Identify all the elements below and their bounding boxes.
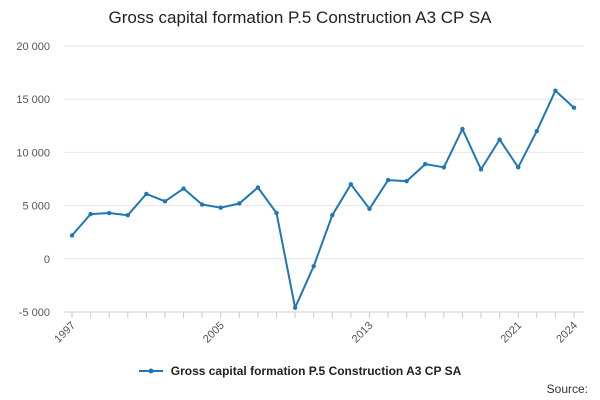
data-point [404, 178, 409, 184]
series-layer [69, 88, 577, 310]
y-tick-label: 5 000 [22, 201, 50, 213]
data-point [385, 177, 391, 183]
data-point [311, 264, 316, 269]
data-point [181, 186, 186, 191]
data-point [497, 137, 502, 142]
data-point [88, 211, 93, 217]
y-tick-label: -5 000 [19, 307, 50, 319]
data-point [441, 165, 447, 170]
x-tick-label: 2021 [499, 320, 525, 346]
data-point [534, 128, 540, 134]
data-point [255, 185, 261, 190]
legend[interactable]: Gross capital formation P.5 Construction… [0, 364, 600, 378]
data-point [553, 88, 558, 93]
data-point [199, 202, 205, 207]
data-point [218, 205, 223, 210]
data-point [274, 210, 279, 216]
y-tick-label: 20 000 [16, 41, 50, 53]
x-tick-label: 2024 [554, 320, 580, 346]
data-point [460, 126, 465, 132]
data-point [106, 210, 112, 216]
data-point [144, 191, 149, 197]
data-point [516, 165, 521, 170]
series-line [71, 89, 575, 309]
chart-title: Gross capital formation P.5 Construction… [108, 8, 492, 27]
source-label: Source: [546, 382, 588, 396]
grid-layer [64, 45, 584, 313]
data-point [292, 305, 298, 310]
data-point [571, 105, 577, 110]
data-point [69, 233, 75, 238]
data-point [237, 201, 242, 206]
y-tick-label: 15 000 [16, 94, 50, 106]
legend-label: Gross capital formation P.5 Construction… [170, 364, 462, 378]
x-tick-label: 1997 [52, 320, 78, 346]
data-point [478, 167, 484, 172]
y-tick-label: 0 [44, 254, 50, 266]
axis-layer: -5 000 0 5 000 10 000 15 000 20 000 1997 2005 20… [16, 41, 584, 345]
data-point [423, 161, 428, 167]
y-tick-label: 10 000 [16, 147, 50, 159]
data-point [330, 212, 335, 218]
data-point [162, 199, 168, 204]
x-tick-label: 2013 [350, 320, 376, 346]
data-point [125, 212, 130, 218]
x-tick-label: 2005 [201, 320, 227, 346]
data-point [367, 206, 372, 211]
legend-swatch-icon [138, 368, 163, 374]
data-point [348, 182, 354, 187]
